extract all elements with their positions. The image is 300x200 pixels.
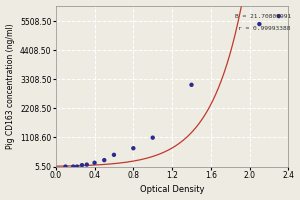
Y-axis label: Pig CD163 concentration (ng/ml): Pig CD163 concentration (ng/ml) [6,23,15,149]
Point [102,159,107,162]
Text: B = 21.70809991: B = 21.70809991 [235,14,291,19]
Point [80,164,84,167]
Point [189,83,194,86]
Point [63,165,68,168]
Point [75,165,80,168]
Point [84,163,89,166]
Text: r = 0.99993388: r = 0.99993388 [238,26,291,31]
Point [150,136,155,139]
X-axis label: Optical Density: Optical Density [140,185,204,194]
Point [257,22,262,26]
Point [92,161,97,164]
Point [131,147,136,150]
Point [112,153,116,156]
Point [71,165,76,168]
Point [276,15,281,18]
